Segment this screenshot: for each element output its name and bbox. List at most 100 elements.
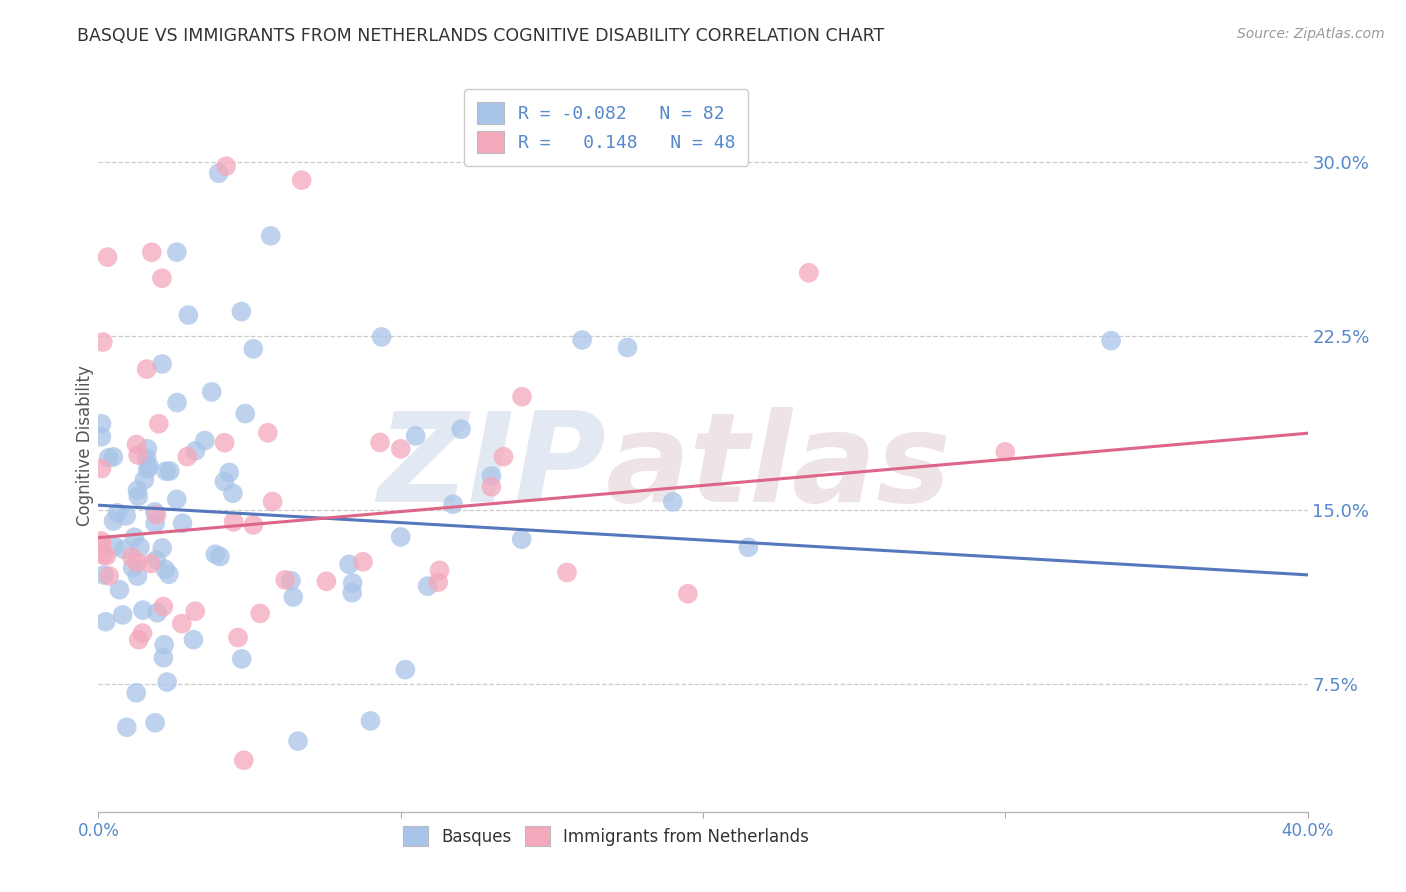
- Point: [166, 245, 188, 260]
- Point: [103, 514, 125, 528]
- Point: [481, 469, 503, 483]
- Point: [143, 516, 166, 531]
- Point: [208, 166, 231, 180]
- Point: [152, 650, 174, 665]
- Point: [90, 461, 112, 475]
- Point: [441, 497, 464, 511]
- Point: [153, 638, 176, 652]
- Point: [94, 615, 117, 629]
- Point: [152, 599, 174, 614]
- Point: [416, 579, 439, 593]
- Point: [291, 173, 314, 187]
- Point: [127, 489, 149, 503]
- Point: [510, 532, 533, 546]
- Point: [352, 555, 374, 569]
- Point: [368, 435, 391, 450]
- Point: [283, 590, 305, 604]
- Point: [153, 562, 176, 576]
- Point: [360, 714, 382, 728]
- Y-axis label: Cognitive Disability: Cognitive Disability: [76, 366, 94, 526]
- Point: [134, 473, 156, 487]
- Point: [125, 686, 148, 700]
- Point: [176, 450, 198, 464]
- Point: [112, 542, 135, 557]
- Point: [91, 548, 114, 562]
- Point: [177, 308, 200, 322]
- Point: [132, 603, 155, 617]
- Point: [127, 483, 149, 497]
- Point: [103, 539, 125, 553]
- Point: [233, 407, 256, 421]
- Point: [159, 464, 181, 478]
- Point: [150, 357, 173, 371]
- Point: [145, 553, 167, 567]
- Point: [97, 450, 120, 465]
- Point: [389, 442, 412, 456]
- Point: [342, 576, 364, 591]
- Point: [107, 506, 129, 520]
- Point: [146, 606, 169, 620]
- Legend: Basques, Immigrants from Netherlands: Basques, Immigrants from Netherlands: [395, 818, 818, 855]
- Text: BASQUE VS IMMIGRANTS FROM NETHERLANDS COGNITIVE DISABILITY CORRELATION CHART: BASQUE VS IMMIGRANTS FROM NETHERLANDS CO…: [77, 27, 884, 45]
- Point: [115, 508, 138, 523]
- Point: [676, 587, 699, 601]
- Point: [184, 443, 207, 458]
- Point: [124, 530, 146, 544]
- Point: [141, 245, 163, 260]
- Point: [231, 652, 253, 666]
- Point: [91, 334, 114, 349]
- Point: [337, 558, 360, 572]
- Point: [218, 466, 240, 480]
- Point: [145, 508, 167, 522]
- Point: [121, 549, 143, 564]
- Point: [797, 266, 820, 280]
- Point: [115, 720, 138, 734]
- Point: [215, 159, 238, 173]
- Point: [427, 575, 450, 590]
- Text: Source: ZipAtlas.com: Source: ZipAtlas.com: [1237, 27, 1385, 41]
- Point: [242, 342, 264, 356]
- Point: [129, 540, 152, 554]
- Point: [481, 480, 503, 494]
- Point: [98, 569, 121, 583]
- Point: [994, 445, 1017, 459]
- Point: [257, 425, 280, 440]
- Point: [90, 533, 112, 548]
- Point: [274, 573, 297, 587]
- Point: [340, 585, 363, 599]
- Point: [166, 492, 188, 507]
- Point: [166, 395, 188, 409]
- Point: [214, 435, 236, 450]
- Point: [242, 517, 264, 532]
- Point: [201, 384, 224, 399]
- Point: [222, 486, 245, 500]
- Point: [194, 434, 217, 448]
- Point: [510, 390, 533, 404]
- Point: [571, 333, 593, 347]
- Point: [139, 557, 162, 571]
- Point: [170, 616, 193, 631]
- Point: [125, 437, 148, 451]
- Point: [232, 753, 254, 767]
- Point: [287, 734, 309, 748]
- Point: [127, 569, 149, 583]
- Point: [148, 417, 170, 431]
- Point: [616, 341, 638, 355]
- Point: [492, 450, 515, 464]
- Point: [90, 430, 112, 444]
- Point: [370, 330, 392, 344]
- Point: [97, 250, 120, 264]
- Point: [260, 228, 283, 243]
- Point: [108, 582, 131, 597]
- Point: [155, 464, 177, 478]
- Point: [156, 675, 179, 690]
- Point: [135, 450, 157, 465]
- Point: [157, 567, 180, 582]
- Point: [121, 560, 143, 574]
- Point: [136, 442, 159, 456]
- Point: [183, 632, 205, 647]
- Point: [138, 459, 160, 474]
- Point: [135, 362, 157, 376]
- Point: [93, 568, 115, 582]
- Point: [389, 530, 412, 544]
